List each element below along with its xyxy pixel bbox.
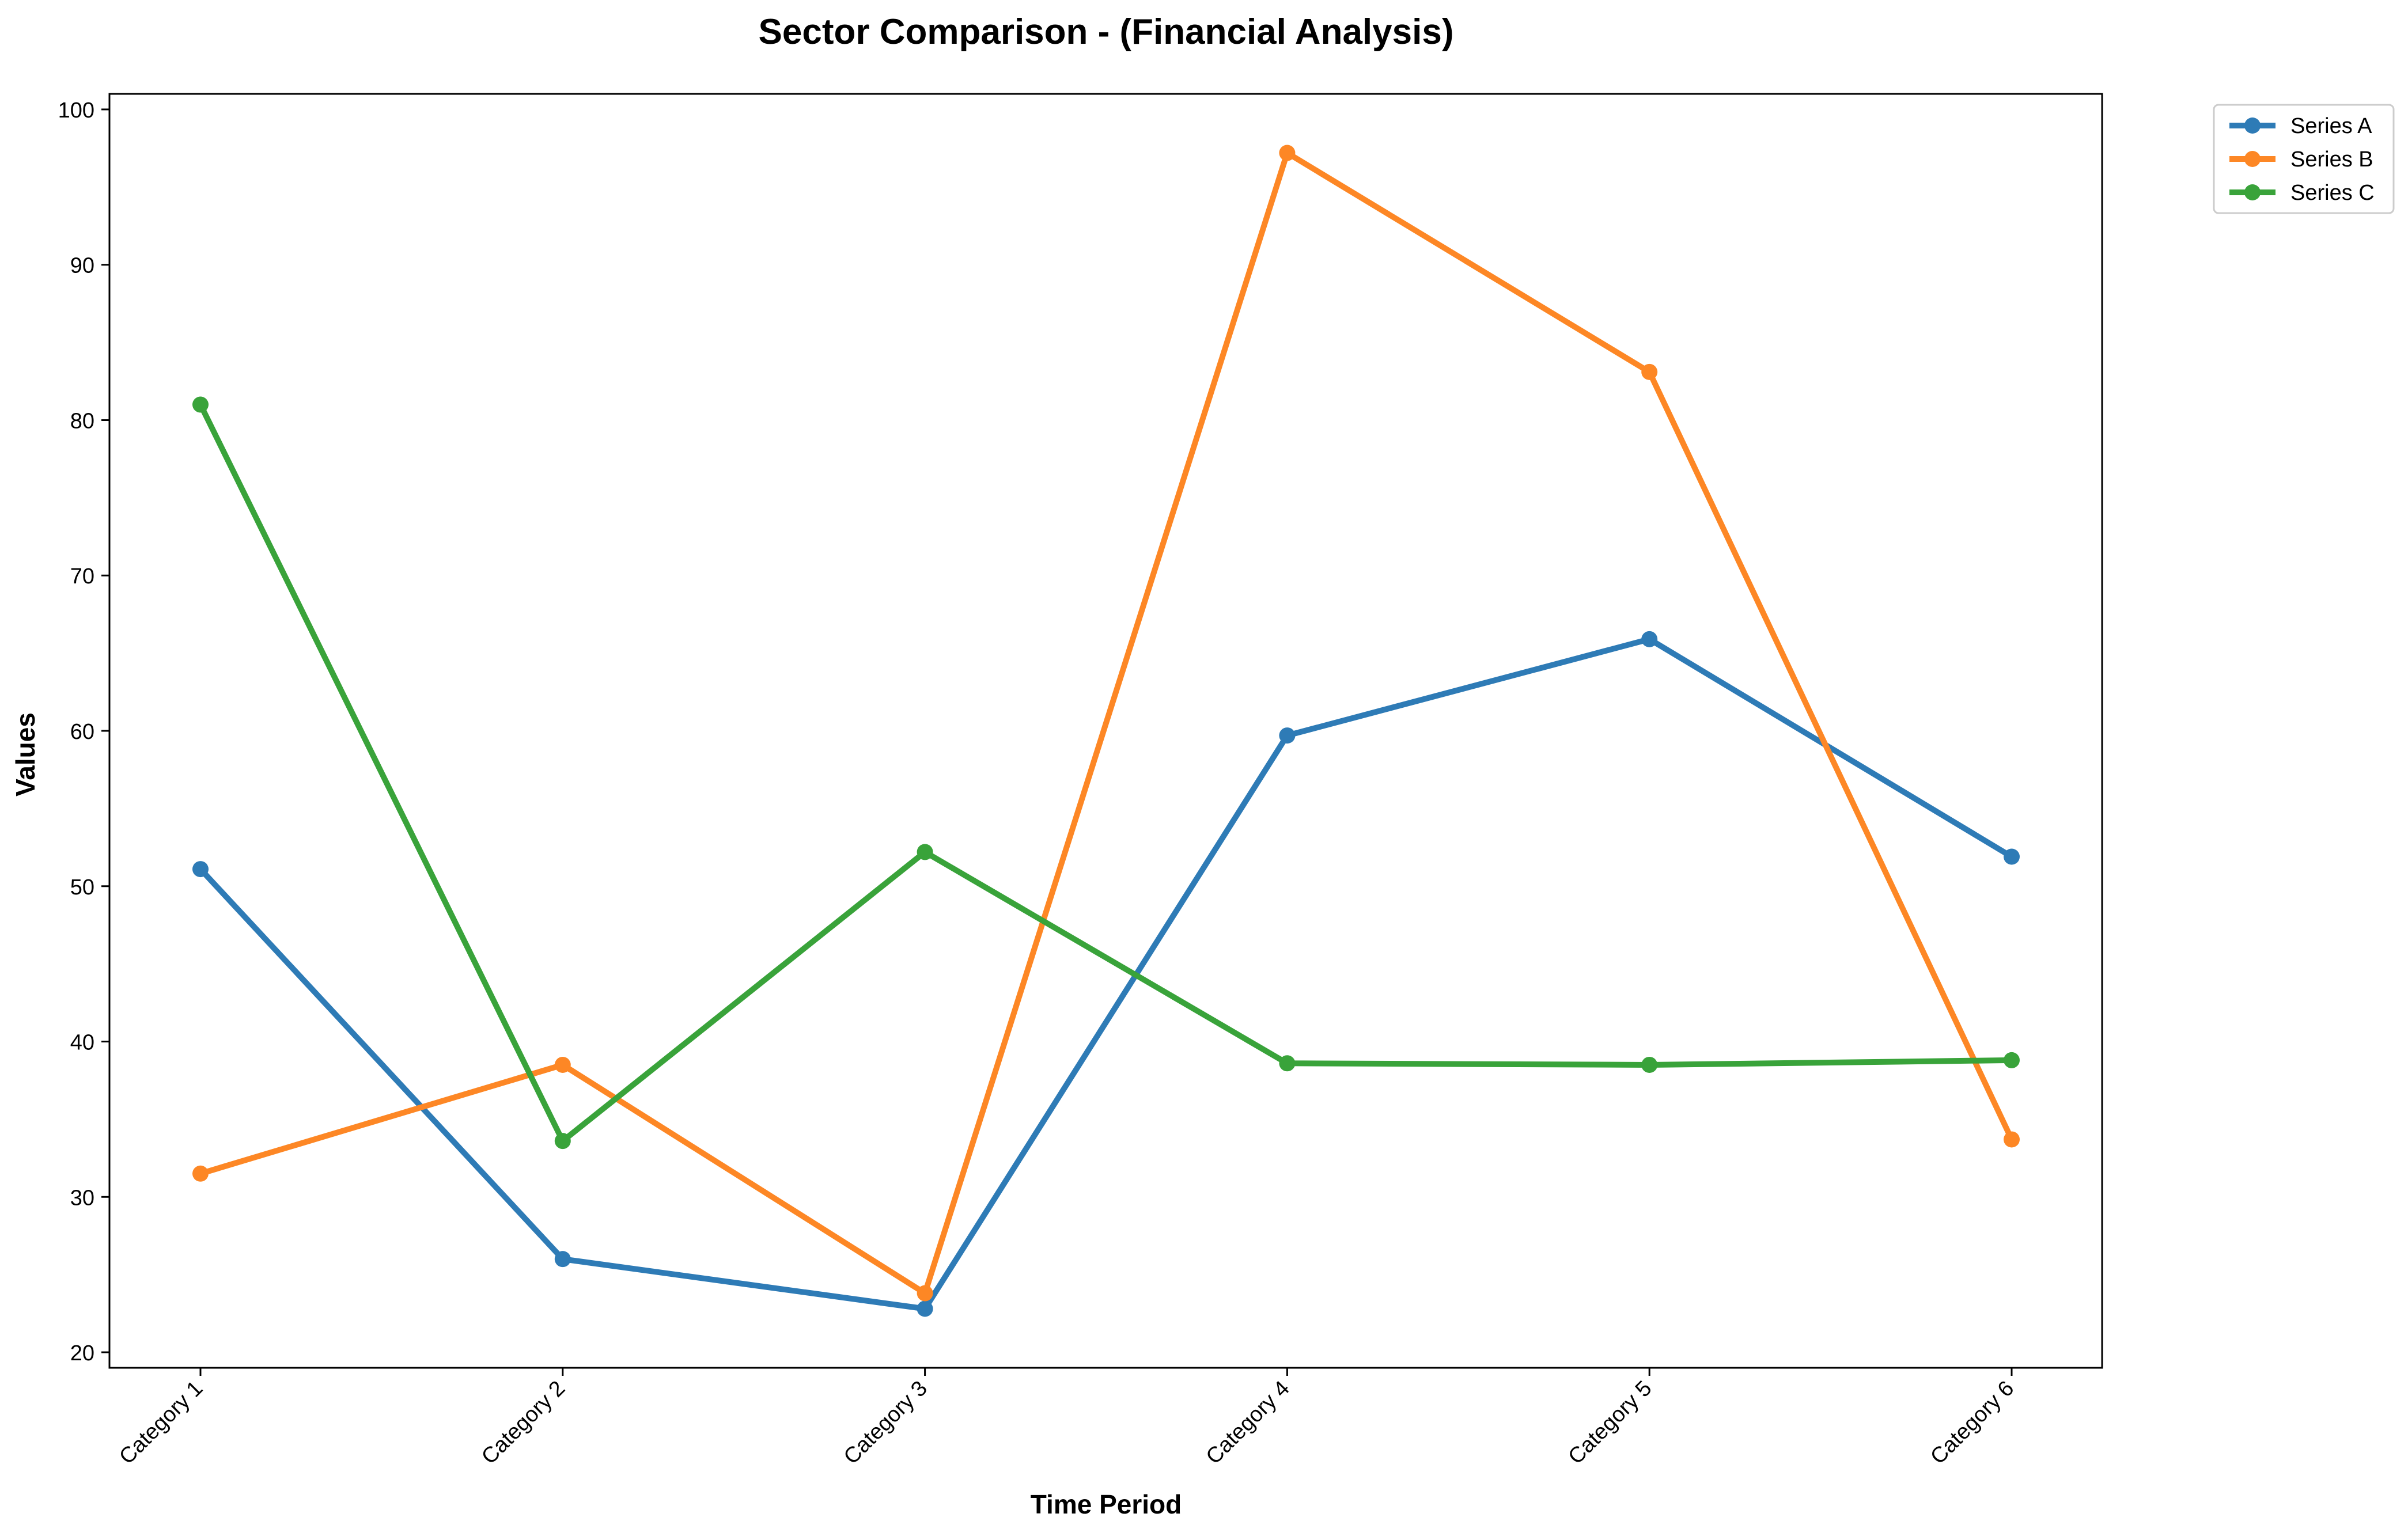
data-point xyxy=(1641,363,1658,380)
data-point xyxy=(554,1251,571,1268)
y-tick-label: 30 xyxy=(70,1186,94,1210)
data-point xyxy=(554,1056,571,1073)
legend-frame xyxy=(2213,104,2395,214)
data-point xyxy=(1279,727,1296,744)
data-point xyxy=(192,396,209,413)
legend: Series A Series B Series C xyxy=(2213,104,2395,214)
y-tick-label: 90 xyxy=(70,254,94,278)
legend-marker xyxy=(2244,184,2261,200)
data-point xyxy=(1279,145,1296,161)
y-tick-label: 70 xyxy=(70,564,94,589)
y-axis-label: Values xyxy=(10,712,40,796)
series-2 xyxy=(192,145,2020,1302)
data-point xyxy=(554,1133,571,1150)
series-1 xyxy=(192,631,2020,1317)
data-point xyxy=(2004,1052,2020,1068)
data-point xyxy=(2004,1131,2020,1148)
plot-area xyxy=(192,145,2020,1317)
y-tick-label: 80 xyxy=(70,409,94,433)
chart-title: Sector Comparison - (Financial Analysis) xyxy=(759,12,1454,52)
data-point xyxy=(2004,848,2020,865)
data-point xyxy=(917,844,933,860)
y-tick-label: 50 xyxy=(70,875,94,900)
legend-label: Series B xyxy=(2290,147,2373,172)
y-tick-label: 60 xyxy=(70,720,94,744)
legend-marker xyxy=(2244,117,2261,134)
series-3 xyxy=(192,396,2020,1150)
plot-frame xyxy=(108,93,2103,1369)
legend-marker xyxy=(2244,151,2261,167)
series-line xyxy=(198,401,2015,1144)
y-axis: 20 30 40 50 60 70 80 90 100 xyxy=(58,98,109,1365)
data-point xyxy=(917,1285,933,1302)
data-point xyxy=(192,861,209,878)
y-tick-label: 100 xyxy=(58,98,94,123)
series-line xyxy=(198,150,2015,1296)
y-tick-label: 40 xyxy=(70,1031,94,1055)
legend-label: Series C xyxy=(2290,181,2375,205)
data-point xyxy=(1279,1055,1296,1072)
data-point xyxy=(1641,1056,1658,1073)
x-axis-label: Time Period xyxy=(1031,1489,1182,1519)
legend-label: Series A xyxy=(2290,114,2372,138)
y-tick-label: 20 xyxy=(70,1341,94,1365)
data-point xyxy=(917,1300,933,1317)
series-line xyxy=(198,636,2015,1312)
data-point xyxy=(192,1165,209,1182)
data-point xyxy=(1641,631,1658,647)
